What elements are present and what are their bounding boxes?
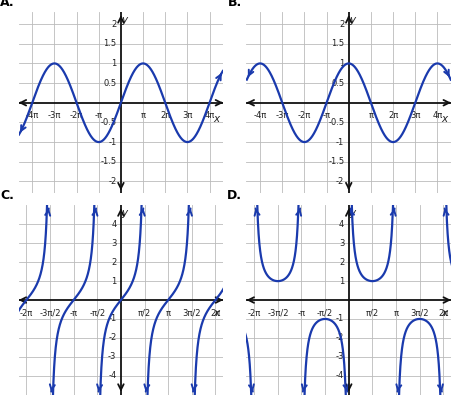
Text: y: y [121, 15, 127, 25]
Text: y: y [349, 15, 355, 25]
Text: -2: -2 [108, 333, 116, 342]
Text: -4: -4 [108, 371, 116, 380]
Text: -1: -1 [108, 314, 116, 323]
Text: 3π/2: 3π/2 [183, 309, 201, 318]
Text: π/2: π/2 [366, 309, 379, 318]
Text: 4: 4 [339, 220, 344, 229]
Text: -π: -π [323, 111, 331, 120]
Text: -π/2: -π/2 [317, 309, 333, 318]
Text: 1: 1 [339, 277, 344, 286]
Text: -3π: -3π [276, 111, 289, 120]
Text: 2π: 2π [160, 111, 170, 120]
Text: y: y [349, 208, 355, 218]
Text: 2: 2 [111, 20, 116, 29]
Text: -1: -1 [336, 314, 344, 323]
Text: 1.5: 1.5 [103, 39, 116, 48]
Text: π/2: π/2 [138, 309, 151, 318]
Text: 1: 1 [111, 59, 116, 68]
Text: -2π: -2π [247, 309, 261, 318]
Text: -0.5: -0.5 [328, 118, 344, 127]
Text: -2π: -2π [298, 111, 311, 120]
Text: 2π: 2π [438, 309, 448, 318]
Text: 1: 1 [111, 277, 116, 286]
Text: 2: 2 [111, 258, 116, 267]
Text: x: x [441, 307, 447, 318]
Text: -2: -2 [336, 177, 344, 186]
Text: 2π: 2π [210, 309, 220, 318]
Text: -4π: -4π [253, 111, 267, 120]
Text: -1.5: -1.5 [100, 157, 116, 166]
Text: -2: -2 [108, 177, 116, 186]
Text: 1: 1 [339, 59, 344, 68]
Text: -π: -π [298, 309, 306, 318]
Text: -3π: -3π [48, 111, 61, 120]
Text: -2π: -2π [70, 111, 83, 120]
Text: y: y [121, 208, 127, 218]
Text: 0.5: 0.5 [331, 79, 344, 88]
Text: 3: 3 [339, 239, 344, 248]
Text: -1: -1 [108, 138, 116, 147]
Text: 3: 3 [111, 239, 116, 248]
Text: x: x [441, 113, 447, 124]
Text: -π: -π [95, 111, 103, 120]
Text: -3: -3 [108, 352, 116, 361]
Text: -3: -3 [336, 352, 344, 361]
Text: 4π: 4π [432, 111, 443, 120]
Text: 3π: 3π [182, 111, 193, 120]
Text: -4: -4 [336, 371, 344, 380]
Text: -4π: -4π [26, 111, 39, 120]
Text: B.: B. [228, 0, 242, 9]
Text: 2: 2 [339, 258, 344, 267]
Text: 2: 2 [339, 20, 344, 29]
Text: 2π: 2π [388, 111, 398, 120]
Text: π: π [393, 309, 399, 318]
Text: 3π/2: 3π/2 [411, 309, 429, 318]
Text: -2: -2 [336, 333, 344, 342]
Text: π: π [140, 111, 146, 120]
Text: C.: C. [0, 189, 14, 202]
Text: 4π: 4π [205, 111, 215, 120]
Text: x: x [213, 113, 219, 124]
Text: -3π/2: -3π/2 [267, 309, 289, 318]
Text: -π: -π [70, 309, 78, 318]
Text: -1.5: -1.5 [328, 157, 344, 166]
Text: 4: 4 [111, 220, 116, 229]
Text: 1.5: 1.5 [331, 39, 344, 48]
Text: π: π [166, 309, 171, 318]
Text: -2π: -2π [20, 309, 33, 318]
Text: -0.5: -0.5 [100, 118, 116, 127]
Text: -π/2: -π/2 [89, 309, 106, 318]
Text: 3π: 3π [410, 111, 420, 120]
Text: D.: D. [227, 189, 242, 202]
Text: 0.5: 0.5 [103, 79, 116, 88]
Text: A.: A. [0, 0, 14, 9]
Text: π: π [368, 111, 373, 120]
Text: -3π/2: -3π/2 [39, 309, 61, 318]
Text: x: x [213, 307, 219, 318]
Text: -1: -1 [336, 138, 344, 147]
